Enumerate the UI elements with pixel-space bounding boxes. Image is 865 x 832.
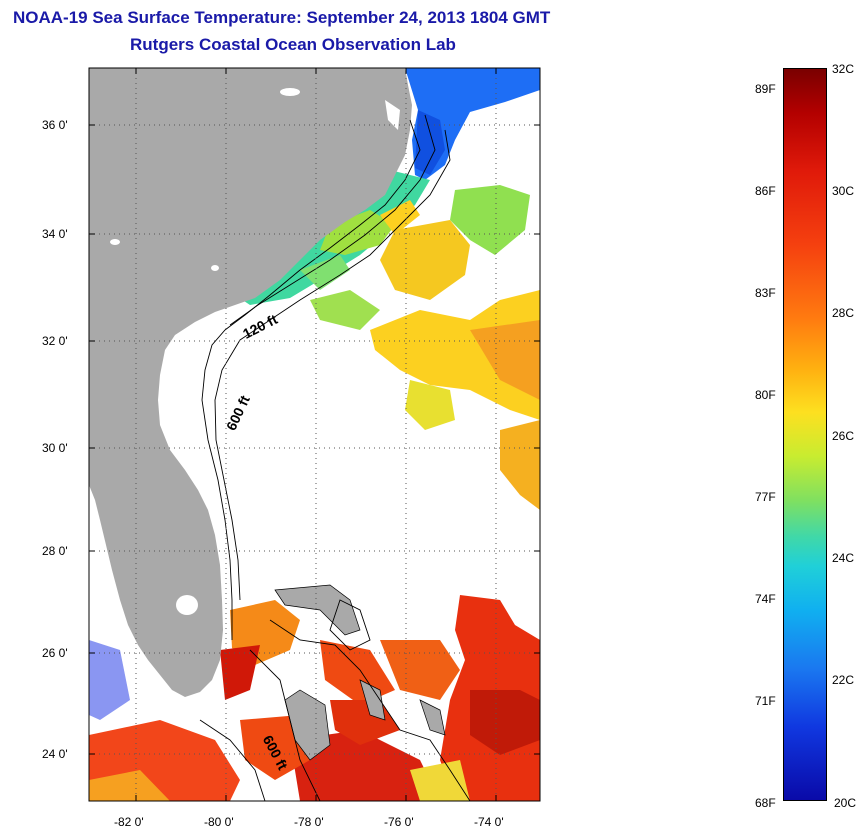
- lat-label-24: 24 0': [42, 747, 68, 761]
- colorbar-label-32c: 32C: [832, 62, 855, 76]
- inland-water: [110, 88, 400, 615]
- colorbar-label-24c: 24C: [832, 551, 855, 565]
- colorbar-label-74f: 74F: [755, 592, 776, 606]
- lat-label-34: 34 0': [42, 227, 68, 241]
- map-frame: [88, 67, 541, 802]
- colorbar-label-71f: 71F: [755, 694, 776, 708]
- colorbar-label-77f: 77F: [755, 490, 776, 504]
- lat-label-26: 26 0': [42, 646, 68, 660]
- lat-label-28: 28 0': [42, 544, 68, 558]
- colorbar-label-26c: 26C: [832, 429, 855, 443]
- sst-field-gulfstream: [310, 185, 540, 510]
- land-mass: [89, 68, 412, 697]
- colorbar-label-89f: 89F: [755, 82, 776, 96]
- temperature-colorbar: [783, 68, 827, 801]
- lon-label-82: -82 0': [114, 815, 144, 829]
- lon-label-78: -78 0': [294, 815, 324, 829]
- bathymetry-contours: [199, 114, 471, 801]
- colorbar-label-68f: 68F: [755, 796, 776, 810]
- map-axis-ticks: [89, 68, 540, 801]
- colorbar-label-83f: 83F: [755, 286, 776, 300]
- colorbar-label-86f: 86F: [755, 184, 776, 198]
- lon-label-80: -80 0': [204, 815, 234, 829]
- lat-label-32: 32 0': [42, 334, 68, 348]
- lon-label-76: -76 0': [384, 815, 414, 829]
- lat-label-30: 30 0': [42, 441, 68, 455]
- map-title: NOAA-19 Sea Surface Temperature: Septemb…: [13, 8, 551, 27]
- lat-label-36: 36 0': [42, 118, 68, 132]
- colorbar-label-28c: 28C: [832, 306, 855, 320]
- colorbar-label-20c: 20C: [834, 796, 857, 810]
- map-graticule: [89, 68, 540, 801]
- map-subtitle: Rutgers Coastal Ocean Observation Lab: [130, 35, 456, 54]
- colorbar-label-80f: 80F: [755, 388, 776, 402]
- colorbar-label-22c: 22C: [832, 673, 855, 687]
- bahamas-islands: [274, 584, 446, 761]
- colorbar-label-30c: 30C: [832, 184, 855, 198]
- lon-label-74: -74 0': [474, 815, 504, 829]
